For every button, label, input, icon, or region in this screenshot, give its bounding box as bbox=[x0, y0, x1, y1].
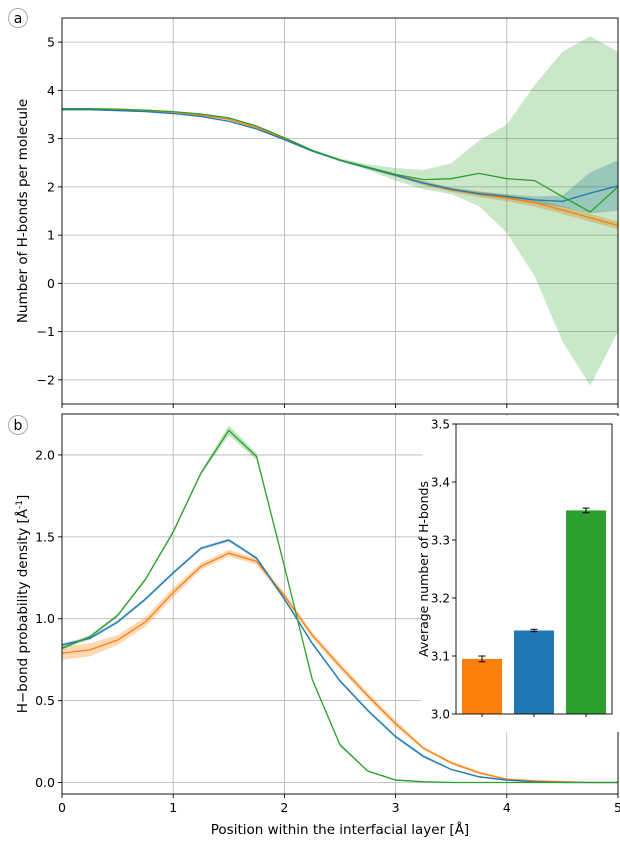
panel-a-ytick-label: −2 bbox=[37, 372, 55, 387]
inset-bar-2 bbox=[566, 510, 606, 714]
inset-bar-1 bbox=[514, 630, 554, 714]
panel-b-ytick-label: 2.0 bbox=[35, 447, 55, 462]
inset-ytick-label: 3.5 bbox=[431, 418, 450, 432]
inset-ytick-label: 3.0 bbox=[431, 708, 450, 722]
panel-a-ytick-label: 5 bbox=[47, 35, 55, 50]
panel-b-ytick-label: 1.5 bbox=[35, 529, 55, 544]
panel-b-xtick-label: 4 bbox=[503, 800, 511, 815]
panel-b-ytick-label: 1.0 bbox=[35, 611, 55, 626]
panel-b-xtick-label: 5 bbox=[614, 800, 620, 815]
panel-b-xtick-label: 1 bbox=[169, 800, 177, 815]
inset-ytick-label: 3.3 bbox=[431, 534, 450, 548]
panel-a-frame bbox=[61, 17, 619, 405]
panel-a-data bbox=[62, 36, 618, 386]
panel-b-line-0 bbox=[62, 552, 618, 784]
panel-a-ytick-label: 0 bbox=[47, 276, 55, 291]
inset-bar-0 bbox=[462, 658, 502, 714]
panel-label-circle-a bbox=[8, 8, 28, 28]
panel-b-xtick-label: 0 bbox=[58, 800, 66, 815]
panel-a-plot bbox=[58, 17, 619, 408]
panel-b-ylabel: H−bond probability density [Å-1] bbox=[14, 495, 31, 714]
panel-label-a: a bbox=[14, 11, 23, 27]
x-axis-label: Position within the interfacial layer [Å… bbox=[211, 821, 469, 838]
panel-b-ylabel-main: H−bond probability density [Å bbox=[14, 508, 31, 713]
panel-a-ytick-label: 2 bbox=[47, 179, 55, 194]
panel-a-line-2 bbox=[62, 108, 618, 213]
panel-b-ytick-label: 0.5 bbox=[35, 693, 55, 708]
panel-label-b: b bbox=[14, 418, 23, 434]
panel-a-band-2 bbox=[62, 36, 618, 386]
panel-b-xtick-label: 3 bbox=[392, 800, 400, 815]
panel-b-ylabel-sup: -1 bbox=[15, 500, 25, 509]
panel-a-ylabel: Number of H-bonds per molecule bbox=[15, 99, 31, 323]
panel-b-xtick-label: 2 bbox=[280, 800, 288, 815]
inset-ylabel: Average number of H-bonds bbox=[416, 481, 431, 657]
inset-frame bbox=[455, 423, 613, 715]
panel-a-ytick-label: −1 bbox=[37, 324, 55, 339]
panel-b-ylabel-end: ] bbox=[15, 495, 31, 500]
inset-ytick-label: 3.1 bbox=[431, 650, 450, 664]
panel-b-data bbox=[62, 425, 618, 784]
panel-label-circle-b bbox=[8, 415, 28, 435]
panel-b-line-1 bbox=[62, 539, 618, 784]
panel-b-line-2 bbox=[62, 429, 618, 784]
inset-ytick-label: 3.2 bbox=[431, 592, 450, 606]
panel-b-ytick-label: 0.0 bbox=[35, 775, 55, 790]
panel-a-ytick-label: 3 bbox=[47, 131, 55, 146]
panel-a-ytick-label: 1 bbox=[47, 228, 55, 243]
panel-a-band-1 bbox=[62, 109, 618, 214]
inset-ytick-label: 3.4 bbox=[431, 476, 450, 490]
panel-a-ytick-label: 4 bbox=[47, 83, 55, 98]
